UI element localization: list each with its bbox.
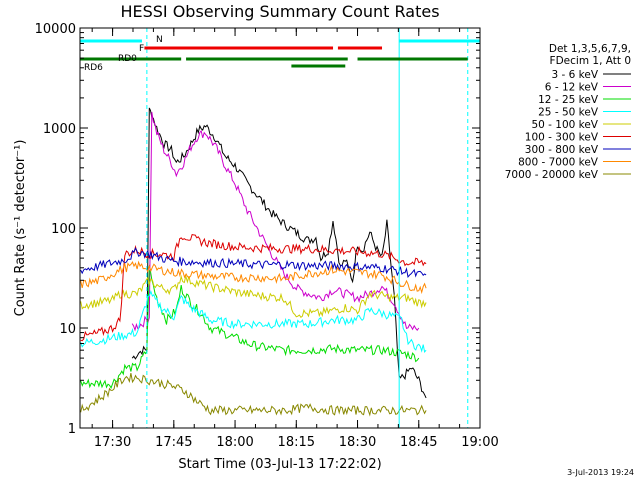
series-line-6 [80,247,427,279]
plot-frame [79,27,481,429]
x-tick-label-6: 19:00 [461,435,498,450]
flag-label-rd0: RD0 [118,54,137,64]
y-tick-label-4: 10000 [35,22,76,37]
y-tick-label-2: 100 [51,222,76,237]
x-tick-label-5: 18:45 [400,435,437,450]
timestamp: 3-Jul-2013 19:24 [567,468,634,477]
legend-label-0: 3 - 6 keV [551,69,598,81]
flag-label-n: N [156,35,163,45]
legend-header-0: Det 1,3,5,6,7,9, [549,43,631,55]
flag-label-f: F [139,44,144,54]
legend-label-8: 7000 - 20000 keV [505,169,599,181]
x-tick-label-0: 17:30 [94,435,131,450]
chart-title: HESSI Observing Summary Count Rates [120,2,439,21]
legend-label-6: 300 - 800 keV [525,144,599,156]
legend: Det 1,3,5,6,7,9,FDecim 1, Att 0 3 - 6 keV… [505,43,631,181]
series-line-1 [131,111,420,332]
series-line-4 [80,274,427,319]
y-tick-label-1: 10 [59,322,76,337]
series-line-0 [131,107,427,399]
legend-label-3: 25 - 50 keV [538,107,599,119]
series-line-5 [80,234,427,342]
y-tick-label-0: 1 [68,422,76,437]
axes: 1 10 100 1000 10000 17:30 17:45 18:00 18:15 18:30… [35,22,499,450]
legend-label-2: 12 - 25 keV [538,94,599,106]
legend-label-1: 6 - 12 keV [545,82,599,94]
series-line-7 [80,260,427,295]
x-axis-label: Start Time (03-Jul-13 17:22:02) [178,457,381,472]
legend-label-7: 800 - 7000 keV [518,157,599,169]
x-tick-label-4: 18:30 [339,435,376,450]
legend-label-4: 50 - 100 keV [531,119,598,131]
y-tick-label-3: 1000 [43,122,76,137]
legend-header-1: FDecim 1, Att 0 [550,55,631,67]
series-line-3 [80,290,427,353]
x-tick-label-2: 18:00 [216,435,253,450]
x-tick-label-1: 17:45 [155,435,192,450]
series-line-8 [80,373,427,417]
y-axis-label: Count Rate (s⁻¹ detector⁻¹) [13,140,28,317]
legend-label-5: 100 - 300 keV [525,132,599,144]
series-line-2 [80,270,420,389]
flag-label-rd6: RD6 [84,63,103,73]
x-tick-label-3: 18:15 [278,435,315,450]
